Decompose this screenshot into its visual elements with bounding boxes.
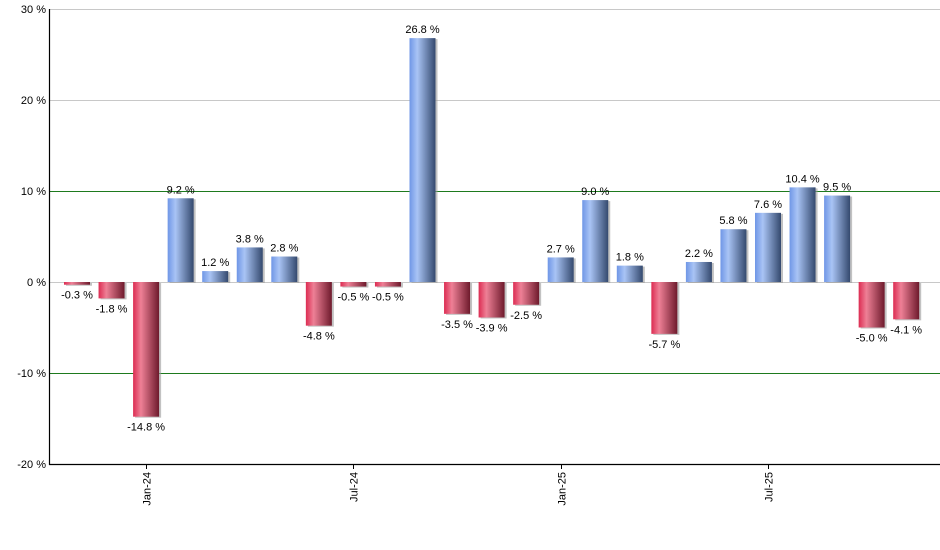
bar-Jul-24 [340,282,367,287]
bar-Dec-24 [513,282,540,305]
y-tick-label: 0 % [27,277,46,289]
value-label: -0.5 % [338,292,370,304]
bar-Jul-25 [755,212,781,282]
y-tick-label: -20 % [17,459,46,471]
value-label: -1.8 % [96,303,128,315]
value-label: -4.1 % [890,324,922,336]
bar-Mar-25 [616,265,643,282]
value-label: 2.2 % [685,248,713,260]
value-label: 9.5 % [823,182,851,194]
value-label: 9.2 % [167,184,195,196]
x-axis-ticks: Jan-24 Jul-24 Jan-25 Jul-25 [142,464,776,506]
value-label: -4.8 % [303,331,335,343]
y-tick-label: 10 % [21,186,46,198]
x-tick-label: Jan-24 [142,472,154,506]
value-label: 2.8 % [270,243,298,255]
value-label: -14.8 % [127,422,165,434]
value-label: -2.5 % [510,310,542,322]
y-tick-label: -10 % [17,368,46,380]
value-label: 9.0 % [581,186,609,198]
bar-Nov-24 [478,282,505,318]
value-label: 2.7 % [547,243,575,255]
bar-Mar-24 [202,271,229,282]
bar-Jan-24 [133,282,160,417]
bar-May-25 [685,261,712,282]
bar-Feb-25 [582,200,609,282]
bar-series [64,38,922,418]
y-tick-label: 20 % [21,95,46,107]
y-axis-ticks: 30 % 20 % 10 % 0 % -10 % -20 % [17,4,46,471]
value-label: 10.4 % [785,173,819,185]
x-tick-label: Jul-25 [764,472,776,502]
bar-Sep-24 [409,38,436,283]
value-label: -3.9 % [476,322,508,334]
value-label: 26.8 % [405,24,439,36]
value-labels: -0.3 %-1.8 % -14.8 % 9.2 % 1.2 % 3.8 % 2.8 % -… [61,24,922,434]
value-label: 3.8 % [236,233,264,245]
bar-May-24 [271,256,298,282]
value-label: 1.2 % [201,257,229,269]
bar-Apr-24 [236,247,263,282]
bar-Jan-25 [547,257,574,282]
value-label: -0.5 % [372,292,404,304]
bar-Apr-25 [651,282,678,334]
x-tick-label: Jan-25 [557,472,569,506]
bar-Jun-25 [720,229,747,282]
value-label: -5.7 % [648,339,680,351]
bar-Sep-25 [824,195,851,282]
bar-Jun-24 [305,282,332,326]
value-label: -3.5 % [441,319,473,331]
bar-Dec-23 [98,282,125,299]
value-label: 5.8 % [719,215,747,227]
value-label: 7.6 % [754,199,782,211]
bar-Aug-25 [789,187,816,282]
value-label: -0.3 % [61,290,93,302]
bar-Oct-24 [444,282,471,314]
bar-Aug-24 [374,282,401,287]
axes [48,9,940,466]
bar-Oct-25 [858,282,885,328]
bar-Nov-23 [64,282,90,285]
bar-Nov-25 [893,282,920,320]
bar-Feb-24 [167,198,194,282]
x-tick-label: Jul-24 [349,472,361,502]
value-label: -5.0 % [856,333,888,345]
y-tick-label: 30 % [21,4,46,16]
value-label: 1.8 % [616,252,644,264]
